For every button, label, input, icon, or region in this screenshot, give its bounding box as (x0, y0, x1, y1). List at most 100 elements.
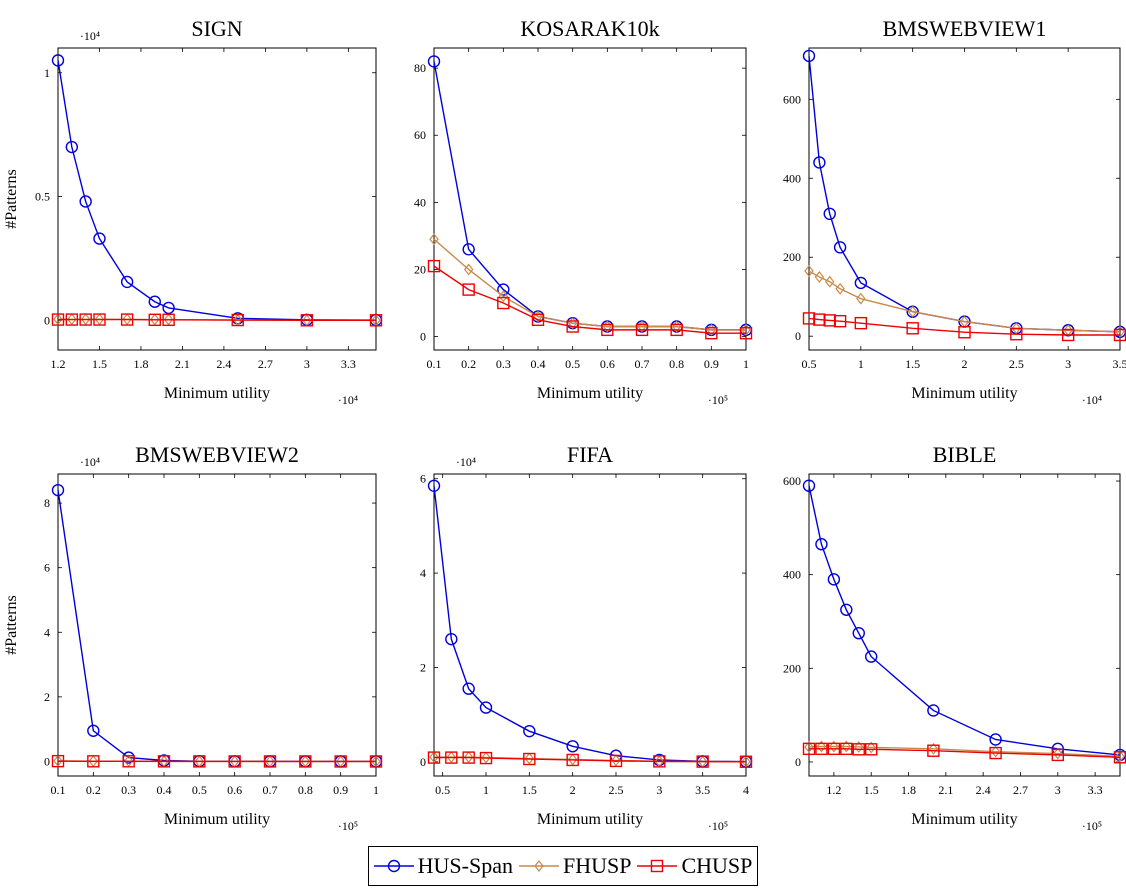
x-tick-label: 0.4 (531, 357, 546, 371)
x-tick-label: 2.4 (976, 783, 991, 797)
x-axis-multiplier: ·10⁵ (338, 819, 358, 833)
data-point (120, 313, 134, 326)
plot-frame (808, 473, 1121, 777)
chart-title: BIBLE (933, 442, 997, 467)
data-point (497, 296, 510, 310)
series-chusp (427, 259, 753, 340)
series-line (433, 265, 746, 334)
data-point (906, 322, 919, 335)
series-hus-span (51, 483, 383, 768)
x-tick-label: 0.8 (298, 783, 313, 797)
x-tick-label: 0.9 (704, 357, 719, 371)
y-tick-label: 2 (44, 690, 50, 704)
y-axis-multiplier: ·10⁴ (80, 455, 100, 469)
y-axis-label: #Patterns (3, 169, 20, 229)
y-tick-label: 1 (44, 66, 50, 80)
x-tick-label: 2.5 (1009, 357, 1024, 371)
data-point (463, 263, 474, 276)
data-point (53, 754, 63, 767)
data-point (148, 295, 161, 308)
legend: HUS-Span FHUSP CHUSP (368, 846, 758, 886)
data-point (854, 316, 868, 330)
data-point (481, 751, 491, 764)
data-point (802, 742, 816, 756)
series-line (58, 318, 376, 321)
y-tick-label: 2 (420, 660, 426, 674)
data-point (531, 313, 545, 326)
x-tick-label: 0.3 (496, 357, 511, 371)
data-point (705, 327, 718, 340)
data-point (334, 755, 347, 768)
data-point (93, 232, 106, 245)
data-point (299, 755, 312, 768)
data-point (51, 54, 65, 67)
x-tick-label: 0.5 (565, 357, 580, 371)
chart-title: BMSWEBVIEW2 (135, 442, 299, 467)
data-point (567, 753, 578, 766)
series-chusp (427, 751, 753, 768)
chart-title: SIGN (191, 16, 242, 41)
data-point (429, 233, 439, 246)
data-point (802, 479, 816, 492)
x-tick-label: 0.5 (192, 783, 207, 797)
x-tick-label: 0.8 (669, 357, 684, 371)
data-point (814, 271, 825, 283)
data-point (804, 741, 814, 753)
chart-title: KOSARAK10k (520, 16, 659, 41)
y-tick-label: 8 (44, 496, 50, 510)
data-point (87, 755, 100, 768)
x-tick-label: 1.8 (133, 357, 148, 371)
data-point (852, 743, 865, 756)
x-tick-label: 3.5 (695, 783, 710, 797)
data-point (463, 751, 474, 764)
fhusp-line-icon (518, 860, 559, 872)
data-point (816, 740, 827, 753)
data-point (696, 755, 709, 768)
x-tick-label: 2.5 (609, 783, 624, 797)
data-point (653, 755, 666, 768)
data-point (65, 140, 79, 154)
series-fhusp (804, 740, 1125, 763)
data-point (927, 744, 940, 757)
x-tick-label: 0.5 (802, 357, 817, 371)
x-tick-label: 4 (743, 783, 749, 797)
data-point (231, 313, 244, 327)
y-tick-label: 200 (783, 250, 801, 264)
data-point (445, 751, 458, 764)
x-tick-label: 2 (962, 357, 968, 371)
data-point (148, 313, 161, 326)
data-point (122, 313, 132, 326)
x-tick-label: 1 (483, 783, 489, 797)
data-point (193, 755, 206, 768)
data-point (263, 755, 277, 768)
chart-panel-bmswebview1: BMSWEBVIEW1 0.5 1 1.5 2 2.5 3 3.5 0 200 400 600 Mini… (783, 16, 1126, 407)
plot-frame (433, 473, 747, 777)
data-point (852, 626, 865, 640)
data-point (479, 701, 493, 714)
data-point (122, 755, 135, 768)
y-tick-label: 80 (414, 61, 426, 75)
data-point (80, 313, 91, 326)
data-point (79, 195, 92, 208)
data-point (462, 751, 475, 764)
chart-title: BMSWEBVIEW1 (883, 16, 1047, 41)
x-tick-label: 0.4 (157, 783, 172, 797)
x-tick-label: 3.3 (1088, 783, 1103, 797)
y-tick-label: 0 (420, 755, 426, 769)
data-point (162, 301, 175, 315)
data-point (497, 283, 510, 296)
x-tick-label: 2.1 (175, 357, 190, 371)
chart-panel-sign: SIGN 1.2 1.5 1.8 2.1 2.4 2.7 3 3.3 0 0.5 1 Minimum u… (3, 16, 383, 407)
series-line (433, 61, 746, 331)
x-tick-label: 1.2 (826, 783, 841, 797)
series-line (808, 55, 1121, 333)
data-point (833, 241, 847, 254)
data-point (479, 751, 493, 765)
legend-label: FHUSP (562, 853, 632, 878)
series-fhusp (429, 751, 751, 768)
series-line (809, 748, 1121, 758)
data-point (427, 751, 441, 764)
x-tick-label: 2.7 (258, 357, 273, 371)
y-tick-label: 600 (783, 474, 801, 488)
